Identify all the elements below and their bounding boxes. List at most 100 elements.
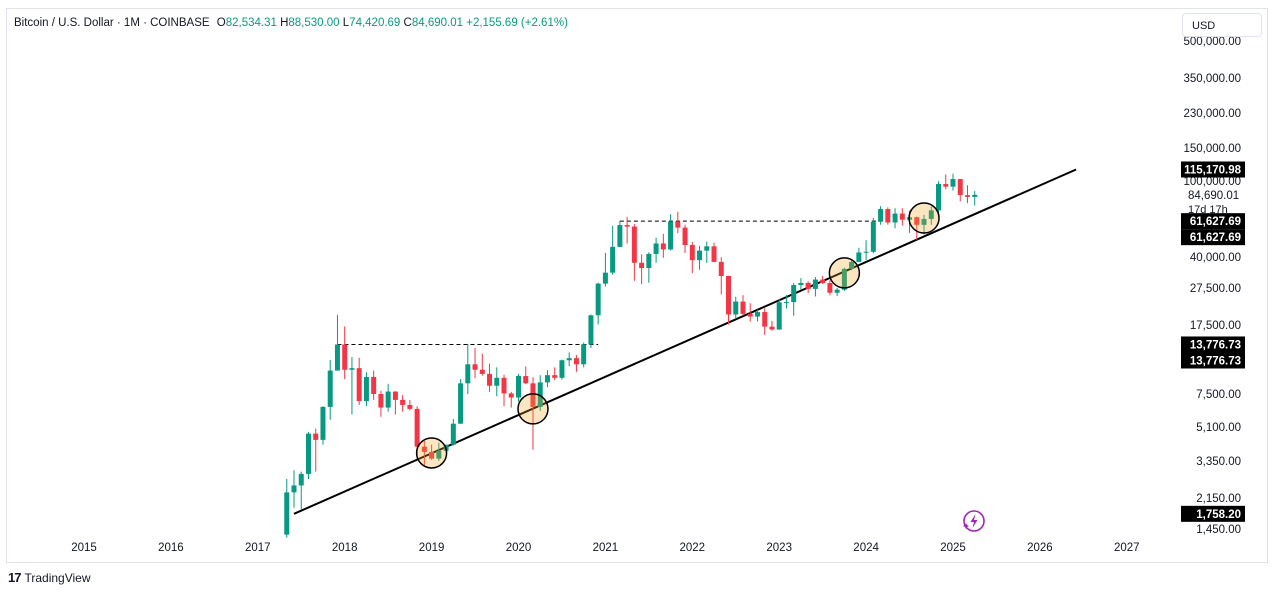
candle-body — [726, 275, 732, 315]
candle-body — [349, 368, 355, 370]
currency-button[interactable]: USD — [1182, 13, 1262, 37]
candle-body — [588, 315, 594, 345]
change-value: +2,155.69 (+2.61%) — [466, 17, 568, 29]
price-label: 61,627.69 — [1190, 216, 1241, 228]
candle-body — [689, 245, 695, 261]
candle-body — [501, 377, 507, 394]
price-label: 1,758.20 — [1196, 509, 1241, 521]
candle-body — [559, 360, 565, 378]
candle-body — [972, 194, 978, 197]
candle-body — [385, 391, 391, 408]
highlight-circle[interactable] — [517, 393, 549, 425]
candle-body — [740, 301, 746, 314]
price-label: 61,627.69 — [1190, 232, 1241, 244]
candle-body — [472, 364, 478, 370]
lightning-bolt-icon[interactable] — [960, 509, 988, 533]
candle-body — [805, 282, 811, 289]
y-tick-label: 3,350.00 — [1196, 456, 1241, 468]
candle-body — [682, 227, 688, 246]
y-tick-label: 7,500.00 — [1196, 389, 1241, 401]
candle-body — [820, 279, 826, 284]
candle-body — [899, 213, 905, 220]
highlight-circle[interactable] — [908, 202, 940, 234]
candle-body — [363, 376, 369, 402]
candle-body — [964, 195, 970, 197]
candle-body — [827, 283, 833, 293]
x-tick-label: 2024 — [853, 542, 879, 554]
candle-body — [747, 313, 753, 317]
brand-name[interactable]: TradingView — [24, 570, 91, 585]
candle-body — [450, 423, 456, 445]
tradingview-logo-icon[interactable]: 17 — [8, 570, 22, 585]
y-tick-label: 500,000.00 — [1183, 36, 1241, 48]
y-tick-label: 230,000.00 — [1183, 108, 1241, 120]
symbol-header: Bitcoin / U.S. Dollar · 1M · COINBASE O 8… — [14, 17, 568, 29]
y-tick-label: 40,000.00 — [1190, 252, 1241, 264]
candle-body — [849, 261, 855, 269]
symbol-title[interactable]: Bitcoin / U.S. Dollar · 1M · COINBASE — [14, 17, 210, 29]
candle-body — [957, 179, 963, 196]
x-tick-label: 2015 — [71, 542, 97, 554]
candle-body — [841, 268, 847, 290]
open-label: O — [216, 17, 226, 29]
x-tick-label: 2019 — [419, 542, 445, 554]
y-tick-label: 17,500.00 — [1190, 320, 1241, 332]
highlight-circle[interactable] — [828, 257, 861, 289]
candle-body — [516, 376, 521, 398]
high-label: H — [280, 17, 289, 29]
candle-body — [298, 473, 304, 486]
candle-body — [791, 285, 797, 303]
candle-body — [878, 209, 884, 222]
x-tick-label: 2022 — [680, 542, 706, 554]
x-tick-label: 2025 — [940, 542, 966, 554]
y-tick-label: 1,450.00 — [1196, 524, 1241, 536]
candle-body — [552, 375, 558, 378]
candle-body — [631, 226, 637, 263]
x-tick-label: 2016 — [158, 542, 184, 554]
high-value: 88,530.00 — [288, 17, 340, 29]
low-value: 74,420.69 — [349, 17, 401, 29]
footer: 17 TradingView — [8, 570, 91, 585]
candle-body — [378, 394, 384, 408]
candle-body — [639, 262, 645, 269]
candle-body — [660, 243, 666, 250]
close-value: 84,690.01 — [411, 17, 464, 29]
candle-body — [653, 243, 659, 254]
candle-body — [327, 370, 333, 407]
price-label: 13,776.73 — [1190, 355, 1241, 367]
highlight-circle[interactable] — [415, 437, 448, 469]
candle-body — [465, 364, 471, 384]
candle-body — [769, 326, 775, 330]
candle-body — [950, 179, 956, 187]
candle-body — [921, 218, 927, 225]
countdown-label: 17d 17h — [1188, 204, 1228, 216]
price-label-box — [1181, 161, 1245, 178]
y-tick-label: 2,150.00 — [1196, 493, 1241, 505]
candle-body — [537, 382, 543, 407]
candle-body — [762, 312, 768, 327]
chart-frame — [6, 8, 1268, 563]
candle-body — [776, 302, 782, 330]
candle-body — [291, 485, 297, 493]
y-tick-label: 5,100.00 — [1196, 422, 1241, 434]
candle-body — [573, 358, 579, 365]
candle-body — [834, 289, 840, 293]
y-tick-label: 150,000.00 — [1183, 143, 1241, 155]
y-tick-label: 27,500.00 — [1190, 283, 1241, 295]
candle-body — [400, 399, 406, 405]
candle-body — [458, 383, 464, 424]
candle-body — [487, 373, 493, 386]
x-tick-label: 2017 — [245, 542, 271, 554]
candle-body — [718, 261, 724, 276]
candle-body — [508, 393, 514, 398]
price-label-box — [1181, 229, 1245, 246]
price-label: 115,170.98 — [1184, 165, 1242, 177]
candle-body — [892, 213, 898, 223]
candle-body — [711, 246, 717, 262]
candle-body — [697, 250, 703, 261]
candle-body — [936, 184, 942, 211]
candle-body — [305, 433, 311, 474]
candle-body — [754, 312, 760, 317]
price-label: 13,776.73 — [1190, 339, 1241, 351]
